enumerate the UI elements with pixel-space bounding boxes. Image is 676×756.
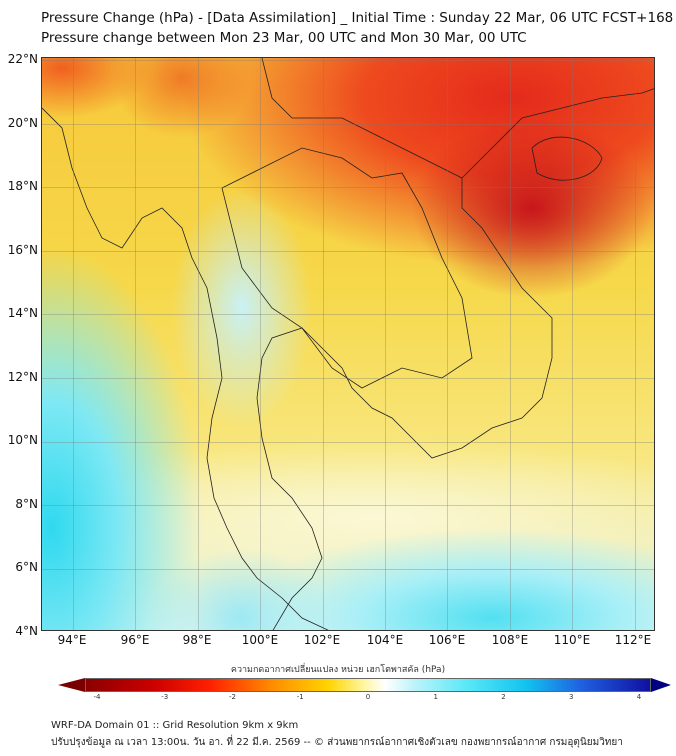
- colorbar-tick: -2: [229, 693, 236, 701]
- colorbar-min-arrow: [58, 678, 85, 692]
- lat-label: 8°N: [15, 497, 38, 511]
- lat-gridline: [42, 314, 654, 316]
- lon-label: 112°E: [614, 633, 652, 647]
- lat-label: 18°N: [7, 179, 38, 193]
- lat-label: 6°N: [15, 560, 38, 574]
- lat-gridline: [42, 250, 654, 252]
- lon-gridline: [322, 58, 324, 630]
- lon-label: 106°E: [428, 633, 466, 647]
- colorbar: [85, 678, 651, 692]
- colorbar-label: ความกดอากาศเปลี่ยนแปลง หน่วย เฮกโตพาสคัล…: [230, 665, 446, 675]
- lon-gridline: [634, 58, 636, 630]
- lon-label: 96°E: [120, 633, 150, 647]
- lon-gridline: [73, 58, 74, 630]
- lat-gridline: [42, 441, 654, 443]
- lon-label: 108°E: [491, 633, 529, 647]
- lon-label: 94°E: [57, 633, 87, 647]
- lon-gridline: [135, 58, 137, 630]
- lat-label: 10°N: [7, 433, 38, 447]
- footer-model-info: WRF-DA Domain 01 :: Grid Resolution 9km …: [51, 720, 299, 731]
- lon-label: 98°E: [182, 633, 212, 647]
- lon-gridline: [447, 58, 449, 630]
- lon-label: 110°E: [553, 633, 591, 647]
- colorbar-max-arrow: [651, 678, 671, 692]
- colorbar-tick: -1: [296, 693, 304, 701]
- chart-title: Pressure Change (hPa) - [Data Assimilati…: [41, 10, 674, 26]
- lat-label: 12°N: [7, 370, 38, 384]
- lat-label: 14°N: [7, 306, 38, 320]
- lat-label: 16°N: [7, 243, 38, 257]
- lat-label: 22°N: [7, 52, 38, 66]
- lat-gridline: [42, 187, 654, 189]
- colorbar-tick: 0: [365, 693, 371, 701]
- lat-label: 4°N: [15, 624, 38, 638]
- lat-gridline: [42, 568, 654, 570]
- colorbar-tick: 4: [636, 693, 642, 701]
- colorbar-tick: -4: [93, 693, 101, 701]
- pressure-change-map: [41, 57, 655, 631]
- colorbar-tick: 1: [433, 693, 438, 701]
- lon-gridline: [260, 58, 262, 630]
- footer-credit: ปรับปรุงข้อมูล ณ เวลา 13:00น. วัน อา. ที…: [51, 737, 623, 748]
- lat-label: 20°N: [7, 116, 38, 130]
- lon-gridline: [197, 58, 199, 630]
- lon-label: 102°E: [303, 633, 341, 647]
- lon-gridline: [572, 58, 574, 630]
- lat-gridline: [42, 123, 654, 125]
- colorbar-tick: 3: [569, 693, 574, 701]
- chart-subtitle: Pressure change between Mon 23 Mar, 00 U…: [41, 30, 527, 46]
- colorbar-tick: -3: [161, 693, 169, 701]
- colorbar-tick: 2: [501, 693, 506, 701]
- lon-label: 104°E: [366, 633, 404, 647]
- lon-gridline: [509, 58, 511, 630]
- lon-label: 100°E: [241, 633, 279, 647]
- lat-gridline: [42, 505, 654, 507]
- lon-gridline: [385, 58, 386, 630]
- coastline-borders: [42, 58, 654, 630]
- lat-gridline: [42, 60, 654, 61]
- lat-gridline: [42, 378, 654, 379]
